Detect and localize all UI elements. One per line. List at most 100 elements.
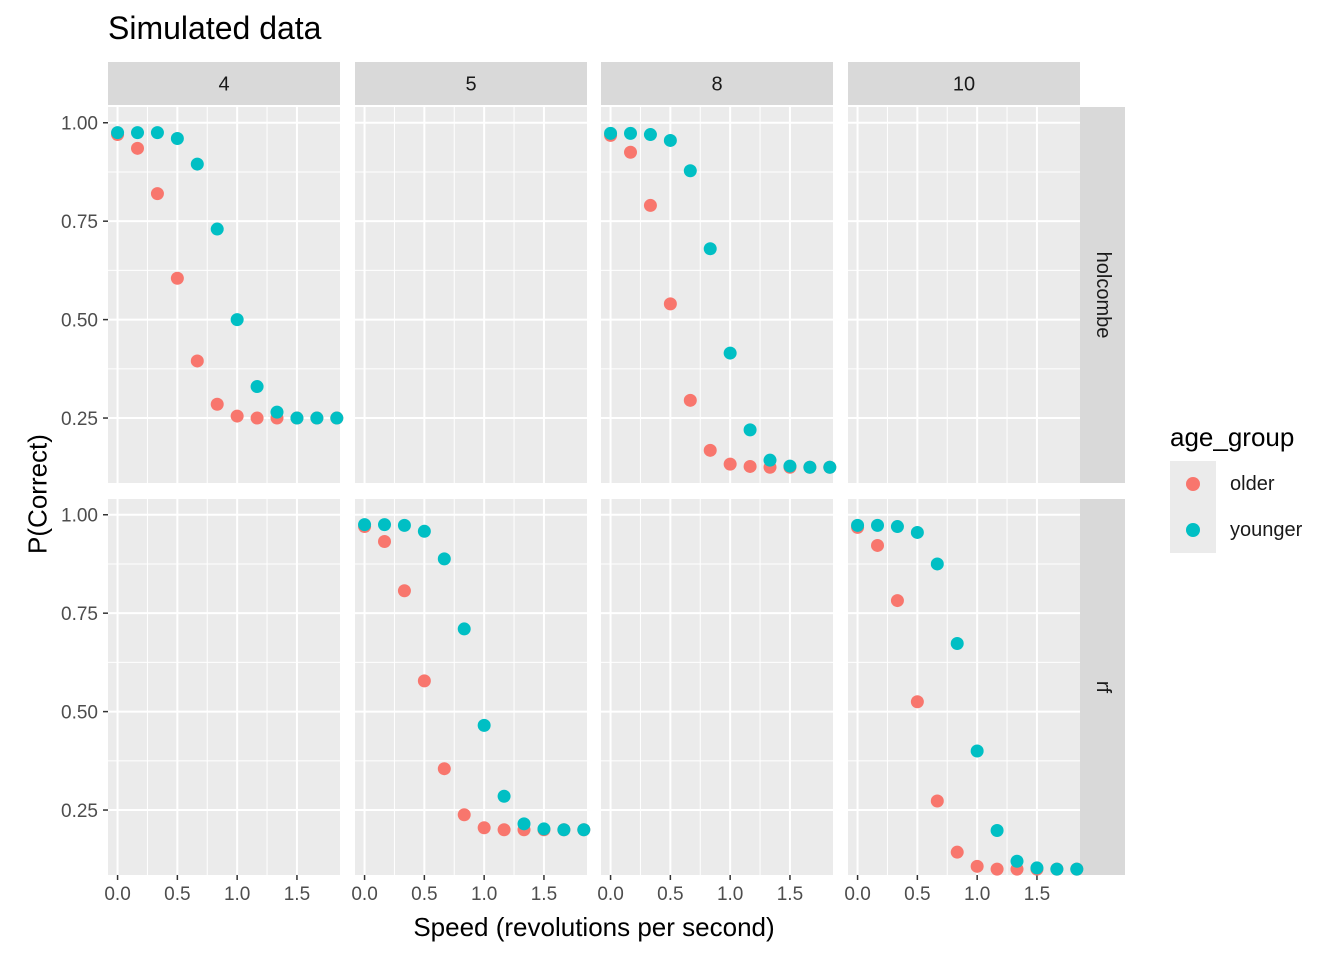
- x-tick-label: 1.5: [1024, 884, 1050, 905]
- data-point-older: [190, 354, 204, 368]
- data-point-younger: [358, 518, 372, 532]
- data-point-younger: [210, 222, 224, 236]
- data-point-older: [250, 411, 264, 425]
- data-point-younger: [111, 126, 125, 140]
- panel-background: [355, 499, 587, 875]
- data-point-older: [930, 794, 944, 808]
- facet-strip-col: [848, 62, 1080, 105]
- data-point-younger: [910, 525, 924, 539]
- x-tick-label: 1.5: [284, 884, 310, 905]
- data-point-older: [643, 198, 657, 212]
- data-point-younger: [663, 133, 677, 147]
- legend-item-older: older: [1170, 461, 1302, 507]
- data-point-older: [871, 538, 885, 552]
- y-tick-label: 0.50: [61, 311, 98, 332]
- data-point-older: [378, 535, 392, 549]
- data-point-younger: [871, 518, 885, 532]
- data-point-younger: [703, 242, 717, 256]
- data-point-younger: [723, 346, 737, 360]
- x-tick-label: 0.5: [164, 884, 190, 905]
- data-point-older: [703, 443, 717, 457]
- y-tick-label: 0.75: [61, 212, 98, 233]
- data-point-younger: [378, 518, 392, 532]
- data-point-younger: [437, 552, 451, 566]
- data-point-younger: [497, 789, 511, 803]
- legend-item-younger: younger: [1170, 507, 1302, 553]
- data-point-younger: [890, 520, 904, 534]
- panel-background: [601, 107, 833, 483]
- data-point-younger: [557, 823, 571, 837]
- chart-title: Simulated data: [108, 10, 322, 46]
- data-point-younger: [950, 636, 964, 650]
- data-point-younger: [823, 460, 837, 474]
- data-point-younger: [397, 518, 411, 532]
- panel-background: [355, 107, 587, 483]
- facet-strip-col: [601, 62, 833, 105]
- facet-strip-col-label: 8: [711, 74, 722, 96]
- data-point-older: [230, 409, 244, 423]
- data-point-younger: [330, 411, 344, 425]
- facet-strip-col: [108, 62, 340, 105]
- panel-background: [601, 499, 833, 875]
- x-tick-label: 0.5: [904, 884, 930, 905]
- panel-background: [108, 499, 340, 875]
- x-tick-label: 0.0: [351, 884, 377, 905]
- legend-key: [1170, 507, 1216, 553]
- x-tick-label: 0.5: [411, 884, 437, 905]
- data-point-younger: [1050, 862, 1064, 876]
- legend-key: [1170, 461, 1216, 507]
- y-tick-label: 0.25: [61, 801, 98, 822]
- y-tick-label: 0.25: [61, 409, 98, 430]
- data-point-older: [743, 459, 757, 473]
- y-tick-label: 0.75: [61, 604, 98, 625]
- data-point-younger: [170, 131, 184, 145]
- x-tick-label: 0.5: [657, 884, 683, 905]
- data-point-younger: [1030, 861, 1044, 875]
- data-point-older: [210, 397, 224, 411]
- data-point-older: [663, 297, 677, 311]
- facet-strip-row: [1080, 499, 1125, 875]
- facet-strip-col-label: 4: [218, 74, 229, 96]
- x-tick-label: 1.5: [777, 884, 803, 905]
- data-point-younger: [604, 126, 618, 140]
- y-tick-label: 1.00: [61, 114, 98, 135]
- facet-strip-col: [355, 62, 587, 105]
- data-point-younger: [1010, 854, 1024, 868]
- data-point-older: [437, 762, 451, 776]
- facet-strip-row-label: holcombe: [1092, 252, 1114, 339]
- facet-strip-row-label: rf: [1092, 681, 1114, 694]
- data-point-younger: [517, 817, 531, 831]
- x-tick-label: 0.0: [104, 884, 130, 905]
- data-point-older: [723, 457, 737, 471]
- data-point-older: [497, 823, 511, 837]
- data-point-younger: [417, 524, 431, 538]
- data-point-older: [131, 141, 145, 155]
- legend-dot-younger: [1186, 523, 1200, 537]
- data-point-younger: [643, 128, 657, 142]
- data-point-younger: [1070, 862, 1084, 876]
- data-point-younger: [230, 313, 244, 327]
- data-point-younger: [537, 822, 551, 836]
- data-point-younger: [577, 823, 591, 837]
- legend-label-older: older: [1230, 472, 1275, 495]
- data-point-younger: [624, 126, 638, 140]
- data-point-younger: [150, 126, 164, 140]
- facet-strip-col-label: 5: [465, 74, 476, 96]
- x-tick-label: 1.0: [224, 884, 250, 905]
- data-point-younger: [457, 622, 471, 636]
- data-point-older: [970, 859, 984, 873]
- x-tick-label: 1.0: [964, 884, 990, 905]
- data-point-younger: [783, 459, 797, 473]
- data-point-younger: [851, 518, 865, 532]
- data-point-younger: [990, 824, 1004, 838]
- data-point-younger: [310, 411, 324, 425]
- data-point-younger: [250, 380, 264, 394]
- x-tick-label: 1.0: [717, 884, 743, 905]
- data-point-younger: [190, 157, 204, 171]
- legend-title: age_group: [1170, 422, 1295, 452]
- data-point-older: [683, 393, 697, 407]
- panel-background: [848, 499, 1080, 875]
- legend-label-younger: younger: [1230, 518, 1303, 541]
